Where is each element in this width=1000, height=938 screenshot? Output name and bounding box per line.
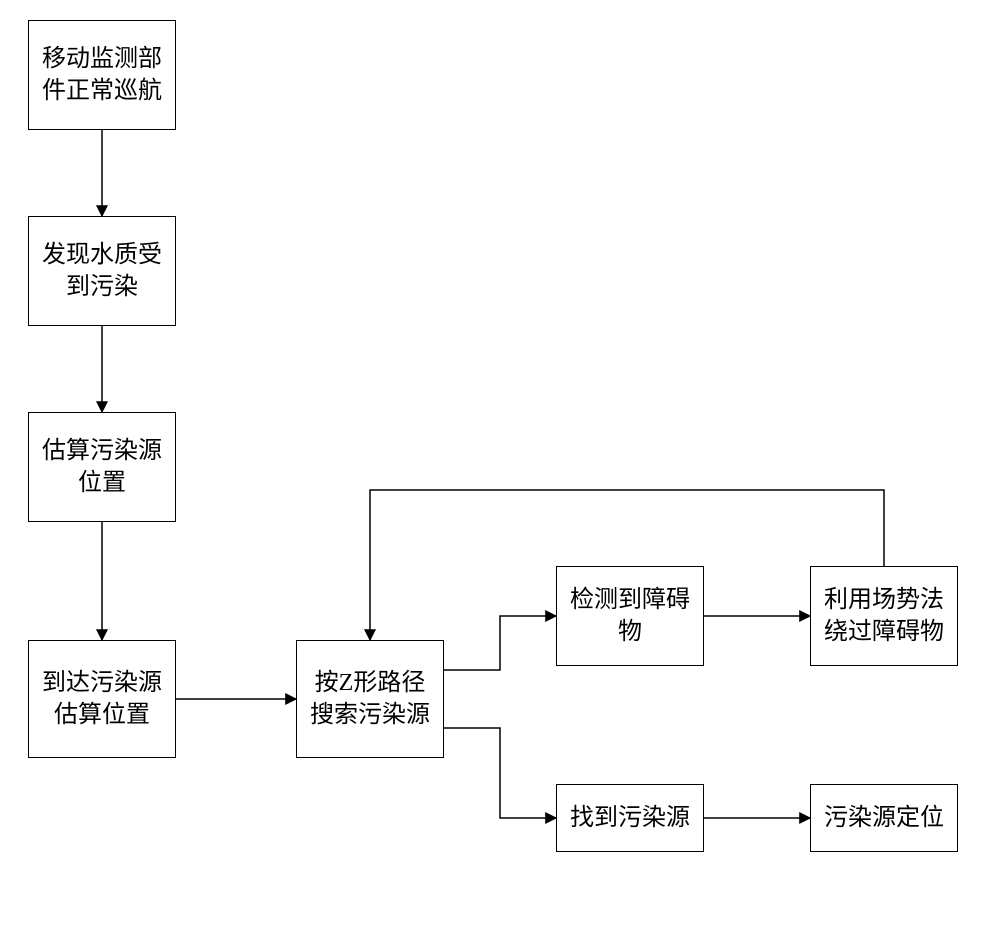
node-estimate-source: 估算污染源位置 [28,412,176,522]
node-label: 到达污染源估算位置 [42,667,162,732]
node-label: 估算污染源位置 [42,435,162,500]
node-label: 利用场势法绕过障碍物 [824,584,944,649]
flowchart-canvas: 移动监测部件正常巡航 发现水质受到污染 估算污染源位置 到达污染源估算位置 按Z… [0,0,1000,938]
node-label: 检测到障碍物 [570,584,690,649]
node-detect-obstacle: 检测到障碍物 [556,566,704,666]
node-found-source: 找到污染源 [556,784,704,852]
node-potential-field: 利用场势法绕过障碍物 [810,566,958,666]
node-z-search: 按Z形路径搜索污染源 [296,640,444,758]
node-patrol: 移动监测部件正常巡航 [28,20,176,130]
node-detect-pollution: 发现水质受到污染 [28,216,176,326]
node-label: 找到污染源 [570,802,690,834]
node-arrive-estimate: 到达污染源估算位置 [28,640,176,758]
node-label: 移动监测部件正常巡航 [42,43,162,108]
node-locate-source: 污染源定位 [810,784,958,852]
node-label: 按Z形路径搜索污染源 [310,667,430,732]
node-label: 污染源定位 [824,802,944,834]
node-label: 发现水质受到污染 [42,239,162,304]
